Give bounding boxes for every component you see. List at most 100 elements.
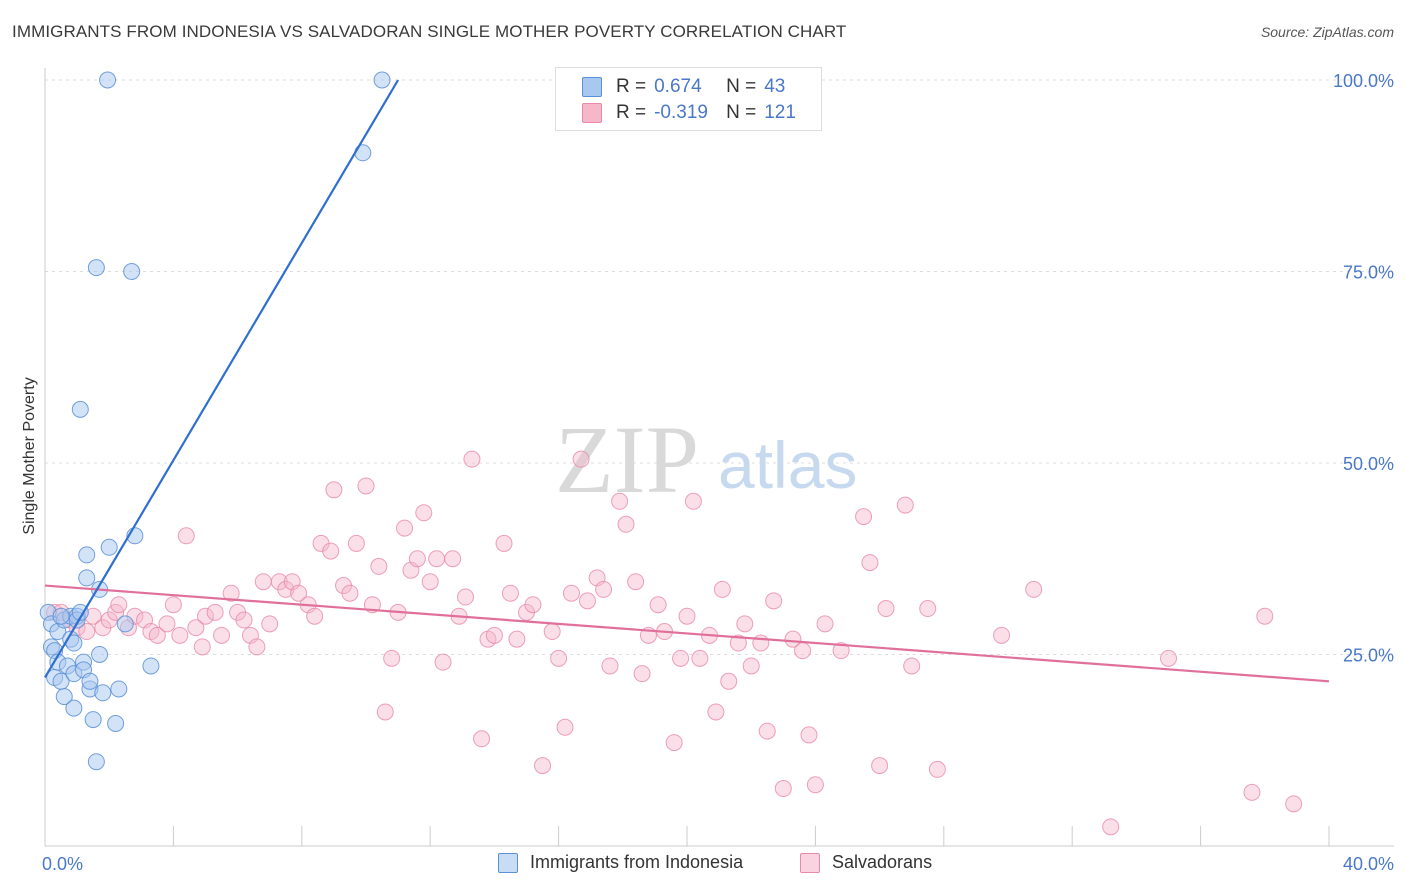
indonesia-point: [87, 259, 105, 277]
salvadorans-point: [177, 527, 195, 545]
salvadorans-point: [396, 519, 414, 537]
salvadorans-point: [164, 596, 182, 614]
salvadorans-point: [148, 626, 166, 644]
indonesia-point: [116, 615, 134, 633]
stats-legend: R = 0.674 N = 43 R = -0.319 N = 121: [555, 67, 822, 131]
salvadorans-point: [1160, 649, 1177, 667]
salvadorans-point: [171, 626, 189, 644]
salvadorans-point: [720, 672, 738, 690]
legend-r-label: R =: [616, 102, 647, 123]
salvadorans-point: [832, 642, 850, 660]
y-tick-label: 75.0%: [1343, 263, 1394, 283]
salvadorans-point: [434, 653, 452, 671]
salvadorans-point: [800, 726, 818, 744]
legend-n-label: N =: [726, 102, 757, 123]
salvadorans-point: [254, 573, 272, 591]
watermark-atlas: atlas: [718, 428, 857, 502]
salvadorans-point: [729, 634, 747, 652]
indonesia-point: [87, 753, 105, 771]
salvadorans-point: [206, 603, 224, 621]
salvadorans-point: [736, 615, 754, 633]
salvadorans-point: [595, 580, 613, 598]
salvadorans-point: [290, 584, 308, 602]
salvadorans-point: [578, 592, 596, 610]
watermark-zip: ZIP: [555, 406, 699, 513]
salvadorans-point: [357, 477, 375, 495]
salvadorans-point: [611, 492, 629, 510]
indonesia-point: [94, 684, 112, 702]
salvadorans-point: [306, 607, 324, 625]
x-tick-label: 40.0%: [1343, 854, 1394, 874]
salvadorans-point: [633, 665, 651, 683]
salvadorans-point: [572, 450, 590, 468]
salvadorans-point: [248, 638, 266, 656]
salvadorans-point: [1102, 818, 1120, 836]
legend-row-salvadorans: R = -0.319 N = 121: [582, 101, 796, 125]
salvadorans-point: [222, 584, 240, 602]
indonesia-point: [52, 607, 70, 625]
y-axis-title: Single Mother Poverty: [21, 377, 38, 534]
salvadorans-point: [543, 623, 561, 641]
salvadorans-point: [341, 584, 359, 602]
salvadorans-point: [691, 649, 709, 667]
indonesia-points: [39, 71, 391, 771]
bottom-legend-indonesia: Immigrants from Indonesia: [498, 852, 743, 873]
salvadorans-point: [501, 584, 519, 602]
legend-n-value: 43: [764, 76, 786, 97]
salvadorans-point: [707, 703, 725, 721]
chart-title: IMMIGRANTS FROM INDONESIA VS SALVADORAN …: [12, 22, 847, 41]
salvadorans-point: [495, 534, 513, 552]
indonesia-point: [110, 680, 128, 698]
salvadorans-point: [1256, 607, 1274, 625]
indonesia-point: [81, 672, 99, 690]
salvadorans-point: [524, 596, 542, 614]
salvadorans-point: [855, 508, 873, 526]
salvadorans-trend-line: [44, 584, 1330, 683]
salvadorans-point: [235, 611, 253, 629]
salvadorans-point: [473, 730, 491, 748]
indonesia-point: [84, 711, 102, 729]
salvadorans-point: [408, 550, 426, 568]
salvadorans-point: [550, 649, 568, 667]
salvadorans-point: [325, 481, 343, 499]
legend-n-value: 121: [764, 102, 796, 123]
watermark: ZIP atlas: [555, 406, 857, 513]
salvadorans-point: [1285, 795, 1303, 813]
salvadorans-point: [322, 542, 340, 560]
salvadorans-point: [1025, 580, 1043, 598]
indonesia-point: [55, 688, 73, 706]
salvadorans-point: [871, 757, 889, 775]
legend-label: Immigrants from Indonesia: [530, 852, 744, 872]
salvadorans-point: [601, 657, 619, 675]
salvadorans-point: [752, 634, 770, 652]
salvadorans-point: [457, 588, 475, 606]
bottom-legend-salvadorans: Salvadorans: [800, 852, 932, 873]
salvadorans-point: [784, 630, 802, 648]
legend-swatch-blue: [498, 852, 518, 873]
salvadorans-point: [665, 734, 683, 752]
salvadorans-point: [919, 600, 937, 618]
salvadorans-point: [197, 607, 214, 625]
salvadorans-point: [1243, 783, 1261, 801]
indonesia-point: [71, 603, 89, 621]
salvadorans-point: [794, 642, 812, 660]
salvadorans-point: [534, 757, 552, 775]
salvadorans-point: [193, 638, 211, 656]
salvadorans-point: [428, 550, 446, 568]
salvadorans-point: [742, 657, 760, 675]
salvadorans-point: [774, 780, 792, 798]
salvadorans-point: [678, 607, 696, 625]
salvadorans-point: [421, 573, 439, 591]
x-tick-label: 0.0%: [42, 854, 83, 874]
salvadorans-point: [110, 596, 128, 614]
legend-row-indonesia: R = 0.674 N = 43: [582, 75, 785, 99]
salvadorans-point: [684, 492, 702, 510]
legend-swatch-pink: [800, 852, 820, 873]
indonesia-point: [91, 646, 109, 663]
salvadorans-point: [78, 623, 96, 641]
indonesia-point: [373, 71, 391, 89]
legend-r-label: R =: [616, 76, 647, 97]
legend-swatch-pink: [582, 103, 602, 123]
salvadorans-point: [562, 584, 580, 602]
salvadorans-point: [765, 592, 783, 610]
